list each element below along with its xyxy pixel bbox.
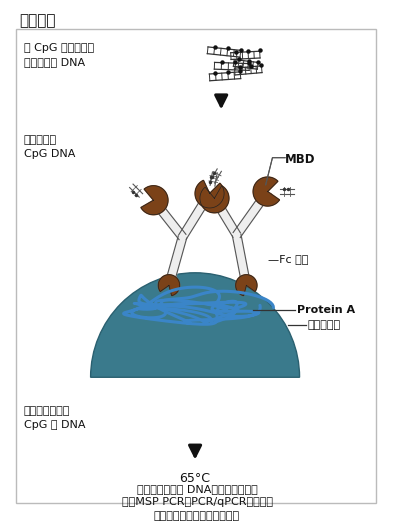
Text: Protein A: Protein A xyxy=(297,305,355,315)
Polygon shape xyxy=(195,180,224,208)
Polygon shape xyxy=(236,275,257,296)
Polygon shape xyxy=(141,186,168,215)
Text: 65°C: 65°C xyxy=(180,472,211,485)
Text: —Fc 片段: —Fc 片段 xyxy=(268,254,308,264)
Wedge shape xyxy=(90,273,299,377)
Polygon shape xyxy=(232,234,250,286)
Text: 富集流程: 富集流程 xyxy=(19,14,56,28)
Polygon shape xyxy=(211,196,241,237)
Text: 洗脱富含甲基化
CpG 的 DNA: 洗脱富含甲基化 CpG 的 DNA xyxy=(24,406,85,430)
Text: 亲水性磁珠: 亲水性磁珠 xyxy=(307,320,340,330)
Text: 含 CpG 甲基化的片
段化基因组 DNA: 含 CpG 甲基化的片 段化基因组 DNA xyxy=(24,43,94,67)
Text: 用以下方法分析 DNA：重亚硫酸盐转
化、MSP PCR、PCR/qPCR、测序、
限制性内切酶或其它分析方法: 用以下方法分析 DNA：重亚硫酸盐转 化、MSP PCR、PCR/qPCR、测序… xyxy=(122,484,273,521)
Polygon shape xyxy=(158,275,180,296)
Text: 捕获甲基化
CpG DNA: 捕获甲基化 CpG DNA xyxy=(24,135,75,159)
Text: MBD: MBD xyxy=(285,153,316,166)
Polygon shape xyxy=(165,236,187,287)
Polygon shape xyxy=(150,198,186,240)
Polygon shape xyxy=(200,186,229,213)
Polygon shape xyxy=(253,177,280,206)
Polygon shape xyxy=(233,189,271,238)
Polygon shape xyxy=(179,191,213,239)
